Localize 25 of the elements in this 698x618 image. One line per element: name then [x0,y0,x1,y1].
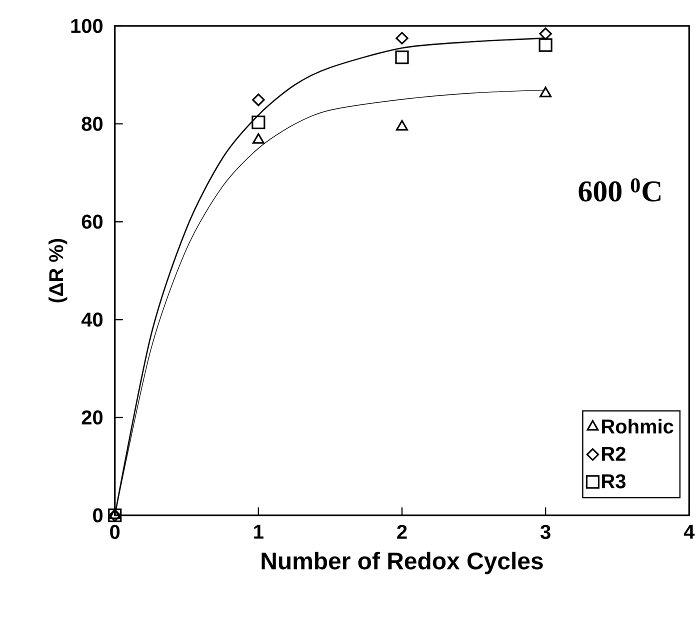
point [252,115,266,130]
y-tick-label: 80 [82,116,103,131]
point [396,32,408,44]
x-tick-label: 3 [540,524,550,539]
legend-label: R3 [602,474,626,488]
y-tick-label: 40 [81,312,103,327]
x-axis-title: Number of Redox Cycles [262,552,543,574]
y-tick-label: 60 [82,214,103,229]
annotation: 600 $^{0}$C [578,178,660,202]
x-tick-label: 2 [397,524,407,539]
y-tick-label: 0 [93,508,103,522]
point [252,133,264,144]
legend-label: Rohmic [602,418,674,434]
y-tick-label: 20 [82,410,103,424]
point [538,38,552,52]
legend-label: R2 [602,446,626,461]
x-tick-label: 1 [254,524,264,538]
x-tick-label: 4 [684,524,695,538]
point [252,93,265,106]
y-axis-title: (ΔR %) [48,238,68,302]
point [396,120,408,130]
x-tick-label: 0 [110,524,120,539]
point [539,27,552,40]
y-tick-label: 100 [71,18,103,33]
point [395,50,409,64]
